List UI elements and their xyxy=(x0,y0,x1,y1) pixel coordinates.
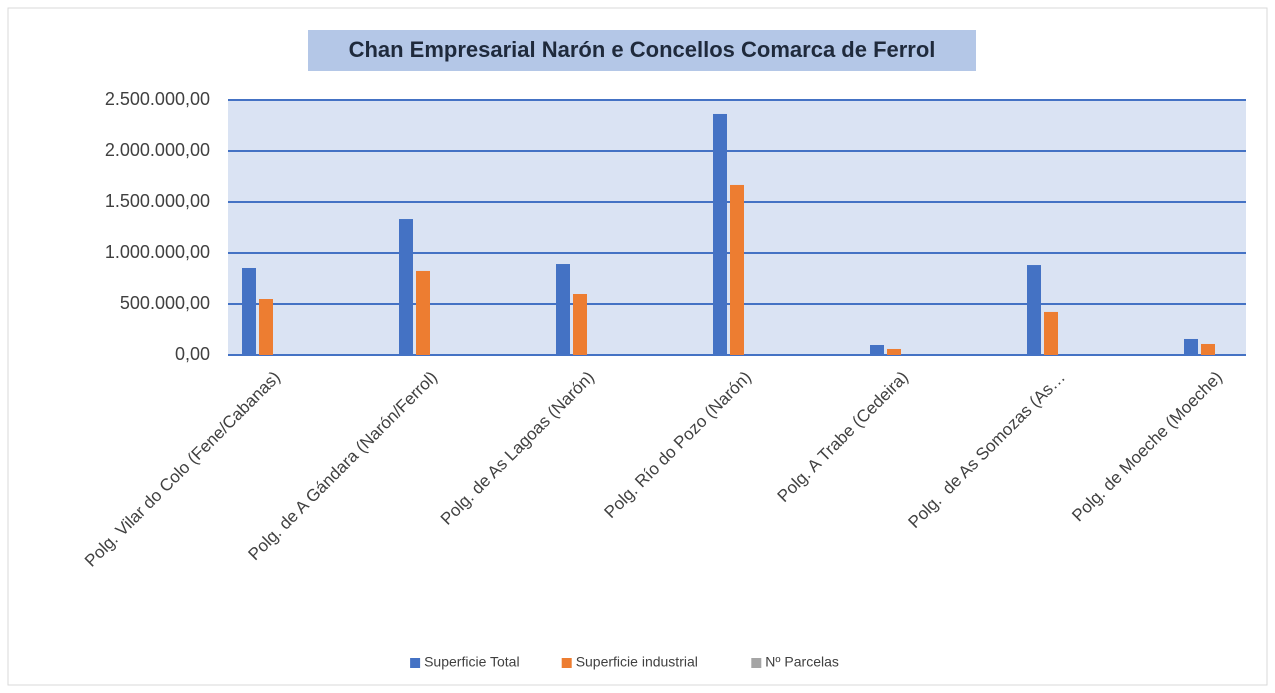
legend-swatch xyxy=(561,658,572,668)
y-tick-label: 2.000.000,00 xyxy=(105,140,210,160)
bar xyxy=(573,294,587,355)
legend-swatch xyxy=(751,658,762,668)
y-tick-label: 1.000.000,00 xyxy=(105,242,210,262)
legend-label: Superficie industrial xyxy=(576,654,698,670)
legend-swatch xyxy=(410,658,421,668)
bar xyxy=(1044,311,1058,355)
bar xyxy=(887,348,901,355)
bar xyxy=(1184,338,1198,355)
legend-label: Superficie Total xyxy=(424,654,519,670)
y-tick-label: 2.500.000,00 xyxy=(105,89,210,109)
bar xyxy=(416,270,430,355)
y-tick-label: 500.000,00 xyxy=(120,293,210,313)
bar xyxy=(259,299,273,355)
legend-label: Nº Parcelas xyxy=(765,654,839,670)
bar xyxy=(242,267,256,355)
y-tick-label: 0,00 xyxy=(175,344,210,364)
bar xyxy=(399,219,413,355)
bar xyxy=(556,264,570,355)
y-tick-label: 1.500.000,00 xyxy=(105,191,210,211)
bar xyxy=(1027,265,1041,355)
bar xyxy=(870,345,884,355)
chart-title: Chan Empresarial Narón e Concellos Comar… xyxy=(349,37,936,62)
bar xyxy=(730,184,744,355)
title-box xyxy=(308,30,976,71)
bar xyxy=(1201,343,1215,355)
bar xyxy=(713,113,727,355)
